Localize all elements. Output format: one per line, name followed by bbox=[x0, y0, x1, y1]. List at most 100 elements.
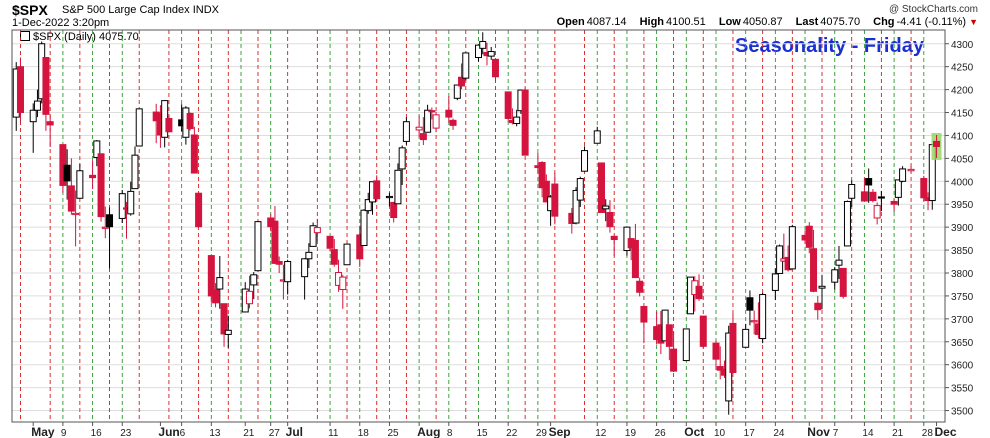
candle-body bbox=[398, 147, 406, 170]
candles bbox=[12, 32, 942, 415]
candle-body bbox=[805, 225, 813, 248]
candle-body bbox=[301, 258, 309, 278]
candle-body bbox=[810, 248, 818, 292]
candle-body bbox=[101, 226, 109, 229]
candle-body bbox=[250, 274, 258, 286]
candle-body bbox=[118, 193, 126, 219]
brand-label: @ StockCharts.com bbox=[888, 4, 978, 15]
candle-body bbox=[29, 109, 37, 123]
candle-body bbox=[699, 315, 707, 347]
x-tick-label: 27 bbox=[269, 428, 281, 438]
candle-body bbox=[46, 121, 54, 126]
x-tick-label: 18 bbox=[358, 428, 370, 438]
candle-body bbox=[453, 84, 461, 99]
candle-body bbox=[254, 221, 262, 272]
y-tick-label: 4000 bbox=[951, 177, 974, 188]
candle-body bbox=[602, 205, 610, 210]
candle-body bbox=[479, 40, 487, 49]
candle-body bbox=[89, 174, 97, 179]
x-tick-label: 21 bbox=[243, 428, 255, 438]
y-tick-label: 3850 bbox=[951, 246, 974, 257]
x-tick-label: Nov bbox=[807, 425, 830, 438]
down-triangle-icon: ▼ bbox=[969, 17, 978, 27]
candle-body bbox=[216, 277, 224, 290]
candle-body bbox=[542, 180, 550, 203]
candle-body bbox=[309, 225, 317, 247]
candle-body bbox=[716, 366, 724, 371]
candle-body bbox=[72, 212, 80, 216]
candle-body bbox=[877, 196, 885, 199]
candle-body bbox=[445, 109, 453, 118]
x-tick-label: 26 bbox=[655, 428, 667, 438]
y-tick-label: 3800 bbox=[951, 269, 974, 280]
y-tick-label: 4100 bbox=[951, 131, 974, 142]
candle-body bbox=[933, 140, 941, 147]
candle-body bbox=[432, 114, 440, 129]
chg-label: Chg bbox=[873, 16, 895, 28]
candle-body bbox=[860, 191, 868, 202]
candle-body bbox=[907, 168, 915, 172]
candle-body bbox=[326, 235, 334, 249]
candle-body bbox=[165, 117, 173, 133]
candle-body bbox=[873, 205, 881, 219]
candle-body bbox=[356, 234, 364, 260]
x-tick-label: 6 bbox=[180, 428, 186, 438]
candle-body bbox=[339, 276, 347, 290]
candle-body bbox=[385, 195, 393, 199]
candle-body bbox=[712, 342, 720, 360]
candle-body bbox=[394, 169, 402, 205]
candle-body bbox=[224, 329, 232, 335]
candle-body bbox=[245, 290, 253, 305]
candle-body bbox=[670, 348, 678, 372]
candle-body bbox=[576, 178, 584, 201]
chart-title: Seasonality - Friday bbox=[735, 35, 924, 57]
x-tick-label: Oct bbox=[684, 425, 704, 438]
candle-body bbox=[504, 91, 512, 119]
symbol-label: $SPX bbox=[12, 2, 48, 18]
candle-body bbox=[271, 220, 279, 264]
last-value: 4075.70 bbox=[820, 16, 861, 28]
candle-body bbox=[750, 320, 758, 323]
high-value: 4100.51 bbox=[666, 16, 706, 28]
candle-body bbox=[390, 201, 398, 219]
candle-body bbox=[551, 183, 559, 217]
x-tick-label: 29 bbox=[536, 428, 548, 438]
x-tick-label: Dec bbox=[935, 425, 957, 438]
y-tick-label: 3650 bbox=[951, 338, 974, 349]
x-tick-label: 19 bbox=[625, 428, 637, 438]
chg-value: -4.41 (-0.11%) bbox=[896, 16, 967, 28]
x-tick-label: 21 bbox=[892, 428, 904, 438]
x-tick-label: 12 bbox=[595, 428, 607, 438]
candle-body bbox=[462, 52, 470, 79]
candle-body bbox=[665, 324, 673, 347]
candle-body bbox=[207, 255, 215, 297]
x-tick-label: 10 bbox=[714, 428, 726, 438]
security-name: S&P 500 Large Cap Index INDX bbox=[62, 4, 219, 16]
candle-body bbox=[848, 184, 856, 199]
y-tick-label: 3500 bbox=[951, 407, 974, 418]
candle-body bbox=[373, 180, 381, 200]
candle-body bbox=[76, 170, 84, 199]
y-tick-label: 3550 bbox=[951, 384, 974, 395]
candle-body bbox=[572, 189, 580, 224]
candle-body bbox=[631, 239, 639, 279]
candle-body bbox=[343, 243, 351, 266]
candle-body bbox=[424, 109, 432, 133]
candle-body bbox=[640, 305, 648, 323]
candle-body bbox=[458, 76, 466, 87]
candle-body bbox=[695, 285, 703, 300]
candle-body bbox=[275, 261, 283, 265]
x-tick-label: May bbox=[31, 425, 55, 438]
candle-body bbox=[869, 191, 877, 202]
candle-body bbox=[593, 130, 601, 144]
open-value: 4087.14 bbox=[586, 16, 627, 28]
candle-body bbox=[682, 328, 690, 362]
candle-body bbox=[610, 235, 618, 241]
candle-legend-icon bbox=[20, 31, 30, 41]
candle-body bbox=[890, 200, 898, 205]
low-value: 4050.87 bbox=[742, 16, 783, 28]
datetime-label: 1-Dec-2022 3:20pm bbox=[12, 17, 110, 29]
candle-body bbox=[313, 227, 321, 234]
